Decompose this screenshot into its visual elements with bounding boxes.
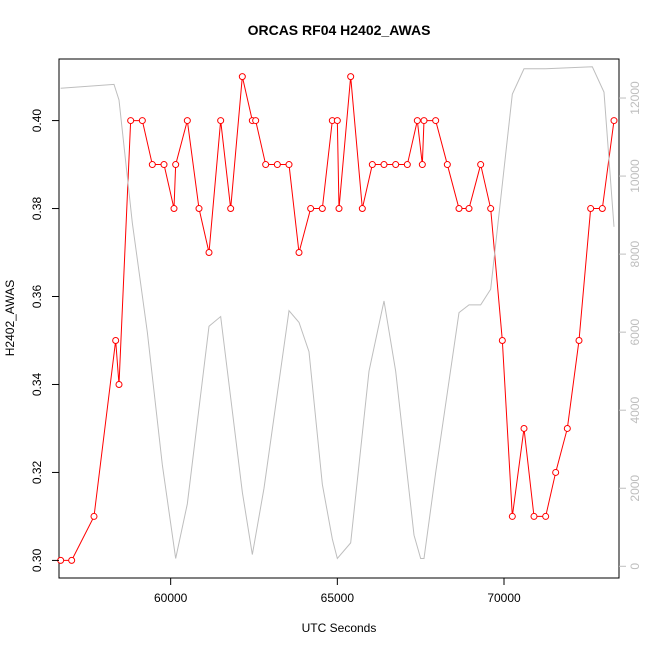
data-point <box>217 117 225 125</box>
data-point <box>420 117 428 125</box>
data-point <box>195 205 203 213</box>
data-point <box>148 161 156 169</box>
x-tick-label: 65000 <box>321 591 355 605</box>
data-point <box>347 73 355 81</box>
data-point <box>498 336 506 344</box>
y-tick-label: 0.38 <box>30 197 44 221</box>
axes-layer: 60000 65000 70000 0.30 0.32 0.34 0.36 0.38 0.40 0… <box>30 81 642 605</box>
data-point <box>333 117 341 125</box>
data-point <box>170 205 178 213</box>
data-point <box>172 161 180 169</box>
series-line-1 <box>60 76 615 561</box>
data-point <box>138 117 146 125</box>
data-point <box>358 205 366 213</box>
data-point <box>552 468 560 476</box>
y-tick-label: 0.30 <box>30 548 44 572</box>
data-point <box>520 424 528 432</box>
data-point <box>183 117 191 125</box>
y2-tick-label: 4000 <box>628 397 642 424</box>
data-point <box>610 117 618 125</box>
data-point <box>413 117 421 125</box>
data-point <box>238 73 246 81</box>
data-point <box>273 161 281 169</box>
data-point <box>487 205 495 213</box>
data-point <box>465 205 473 213</box>
data-point <box>115 380 123 388</box>
data-point <box>598 205 606 213</box>
data-point <box>205 249 213 257</box>
data-point <box>90 512 98 520</box>
data-point <box>587 205 595 213</box>
x-tick-label: 70000 <box>487 591 521 605</box>
data-point <box>443 161 451 169</box>
y-tick-label: 0.36 <box>30 285 44 309</box>
data-point <box>477 161 485 169</box>
y-tick-label: 0.34 <box>30 372 44 396</box>
data-point <box>112 336 120 344</box>
data-point <box>335 205 343 213</box>
chart-title: ORCAS RF04 H2402_AWAS <box>248 22 431 38</box>
data-point <box>285 161 293 169</box>
data-point <box>160 161 168 169</box>
data-point <box>575 336 583 344</box>
data-point <box>307 205 315 213</box>
x-axis-label: UTC Seconds <box>302 621 377 635</box>
data-point <box>542 512 550 520</box>
data-point <box>403 161 411 169</box>
y2-tick-label: 6000 <box>628 318 642 345</box>
y-tick-label: 0.32 <box>30 460 44 484</box>
y2-tick-label: 8000 <box>628 240 642 267</box>
data-point <box>318 205 326 213</box>
y2-tick-label: 2000 <box>628 475 642 502</box>
data-point <box>455 205 463 213</box>
y2-tick-label: 10000 <box>628 159 642 193</box>
y-axis-label: H2402_AWAS <box>3 280 17 356</box>
data-point <box>380 161 388 169</box>
series-layer <box>57 66 618 564</box>
data-point <box>368 161 376 169</box>
data-point <box>418 161 426 169</box>
data-point <box>295 249 303 257</box>
data-point <box>68 556 76 564</box>
data-point <box>252 117 260 125</box>
data-point <box>392 161 400 169</box>
data-point <box>508 512 516 520</box>
y-tick-label: 0.40 <box>30 109 44 133</box>
y2-tick-label: 0 <box>628 563 642 570</box>
data-point <box>227 205 235 213</box>
data-point <box>127 117 135 125</box>
x-tick-label: 60000 <box>154 591 188 605</box>
data-point <box>432 117 440 125</box>
series-line-2 <box>60 66 615 560</box>
plot-frame <box>58 58 620 579</box>
data-point <box>563 424 571 432</box>
data-point <box>262 161 270 169</box>
y2-tick-label: 12000 <box>628 81 642 115</box>
data-point <box>530 512 538 520</box>
